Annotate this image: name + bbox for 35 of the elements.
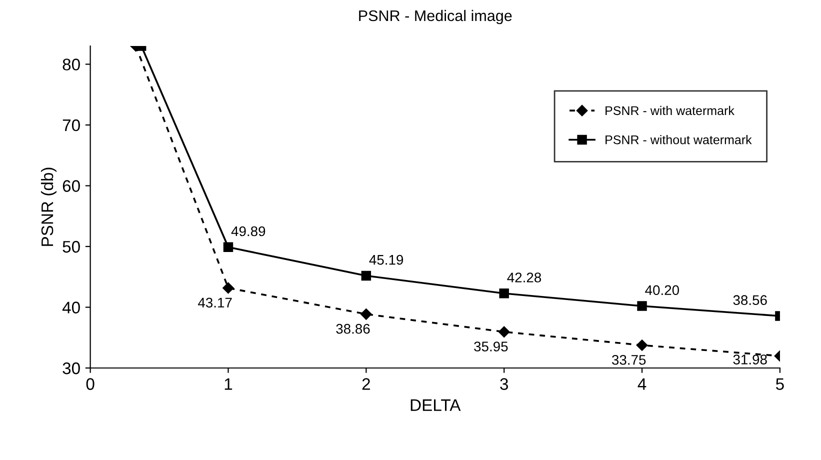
x-tick-label: 0 [86, 378, 94, 390]
data-label: 42.28 [507, 272, 542, 282]
y-tick-label: 50 [62, 240, 80, 253]
point [223, 242, 234, 252]
point [498, 326, 510, 338]
y-tick-label: 60 [62, 180, 80, 192]
y-tick-label: 70 [62, 119, 80, 132]
chart-title: PSNR - Medical image [359, 10, 512, 24]
x-tick-label: 2 [362, 378, 370, 390]
data-label: 33.75 [612, 354, 646, 365]
x-axis-title: DELTA [410, 399, 461, 411]
y-tick-label: 40 [62, 302, 80, 314]
point [637, 301, 647, 311]
legend-label: PSNR - with watermark [606, 106, 734, 116]
legend-label: PSNR - without watermark [606, 135, 752, 144]
x-tick-label: 4 [638, 378, 646, 390]
y-tick-label: 30 [62, 362, 80, 374]
y-tick-label: 80 [62, 58, 80, 70]
y-axis-title: PSNR (db) [40, 168, 56, 246]
data-label: 31.98 [733, 354, 767, 364]
point [636, 340, 648, 351]
point [222, 282, 234, 294]
data-label: 35.95 [474, 342, 508, 352]
data-label: 45.19 [369, 254, 404, 265]
x-tick-label: 3 [500, 378, 508, 390]
data-label: 38.86 [336, 324, 370, 334]
x-tick-label: 1 [224, 378, 232, 390]
data-label: 49.89 [231, 226, 266, 236]
data-label: 40.20 [645, 285, 680, 296]
x-tick-label: 5 [776, 378, 784, 390]
point [360, 308, 372, 320]
data-label: 43.17 [198, 298, 232, 308]
point [499, 288, 509, 298]
data-label: 38.56 [733, 295, 767, 306]
point [361, 270, 372, 281]
